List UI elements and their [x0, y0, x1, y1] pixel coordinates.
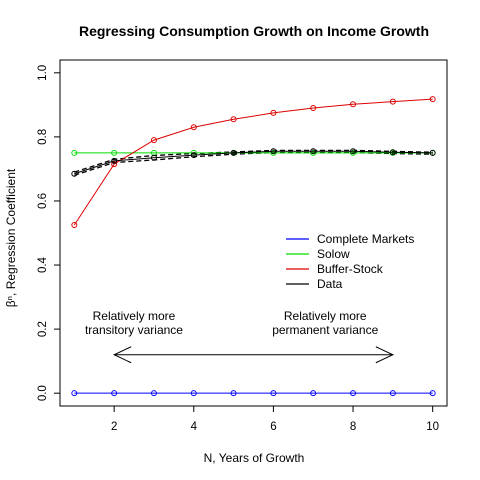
- series-point-buffer-stock: [270, 109, 277, 116]
- annotation-arrowhead-right: [375, 346, 395, 364]
- series-line-buffer-stock: [73, 98, 433, 226]
- y-tick-label: 0.4: [37, 256, 49, 273]
- series-point-data: [270, 148, 277, 155]
- x-tick-label: 4: [191, 421, 198, 433]
- chart-title: Regressing Consumption Growth on Income …: [79, 23, 429, 39]
- plot-area: [71, 96, 436, 397]
- series-point-complete-markets: [111, 390, 118, 397]
- series-point-data: [71, 170, 78, 177]
- y-tick-label: 0.0: [37, 385, 49, 401]
- legend-label: Data: [317, 277, 343, 291]
- series-point-complete-markets: [270, 390, 277, 397]
- legend-label: Complete Markets: [317, 232, 414, 246]
- series-point-solow: [111, 149, 118, 156]
- annotation-left-line2: transitory variance: [85, 323, 183, 337]
- x-tick-label: 2: [111, 421, 117, 433]
- series-point-buffer-stock: [71, 221, 78, 228]
- y-tick-label: 0.6: [37, 193, 49, 209]
- series-point-buffer-stock: [429, 96, 436, 103]
- axes: 2 4 6 8 10 0.0 0.2 0.4 0.6 0.8 1.0: [37, 65, 439, 433]
- series-point-data: [230, 149, 237, 156]
- y-tick-label: 1.0: [37, 65, 49, 81]
- y-axis-label: βⁿ, Regression Coefficient: [4, 168, 18, 307]
- data-band-upper: [74, 149, 433, 173]
- series-point-buffer-stock: [230, 116, 237, 123]
- plot-frame: [59, 59, 448, 407]
- series-point-data: [310, 148, 317, 155]
- series-point-complete-markets: [429, 390, 436, 397]
- series-point-complete-markets: [310, 390, 317, 397]
- series-line-data: [74, 150, 433, 175]
- series-point-buffer-stock: [389, 98, 396, 105]
- series-point-solow: [71, 149, 78, 156]
- series-point-buffer-stock: [190, 124, 197, 131]
- series-point-data: [150, 154, 157, 161]
- legend-label: Buffer-Stock: [317, 262, 384, 276]
- series-point-data: [350, 148, 357, 155]
- x-tick-label: 8: [350, 421, 356, 433]
- annotation-left-line1: Relatively more: [93, 309, 176, 323]
- series-point-data: [429, 149, 436, 156]
- y-tick-label: 0.2: [37, 321, 49, 337]
- series-point-buffer-stock: [150, 137, 157, 144]
- x-tick-label: 6: [270, 421, 276, 433]
- series-point-data: [389, 149, 396, 156]
- series-point-complete-markets: [150, 390, 157, 397]
- series-point-data: [190, 152, 197, 159]
- y-tick-label: 0.8: [37, 129, 49, 145]
- series-point-buffer-stock: [111, 161, 118, 168]
- x-axis-label: N, Years of Growth: [204, 451, 305, 465]
- series-point-complete-markets: [389, 390, 396, 397]
- annotation-right-line1: Relatively more: [284, 309, 367, 323]
- series-point-complete-markets: [190, 390, 197, 397]
- series-point-complete-markets: [350, 390, 357, 397]
- x-tick-label: 10: [426, 421, 439, 433]
- series-point-data: [111, 157, 118, 164]
- series-point-buffer-stock: [310, 105, 317, 112]
- series-point-buffer-stock: [350, 101, 357, 108]
- series-point-complete-markets: [230, 390, 237, 397]
- legend-label: Solow: [317, 247, 350, 261]
- series-point-complete-markets: [71, 390, 78, 397]
- annotation-right-line2: permanent variance: [272, 323, 378, 337]
- annotation-arrowhead-left: [112, 346, 132, 364]
